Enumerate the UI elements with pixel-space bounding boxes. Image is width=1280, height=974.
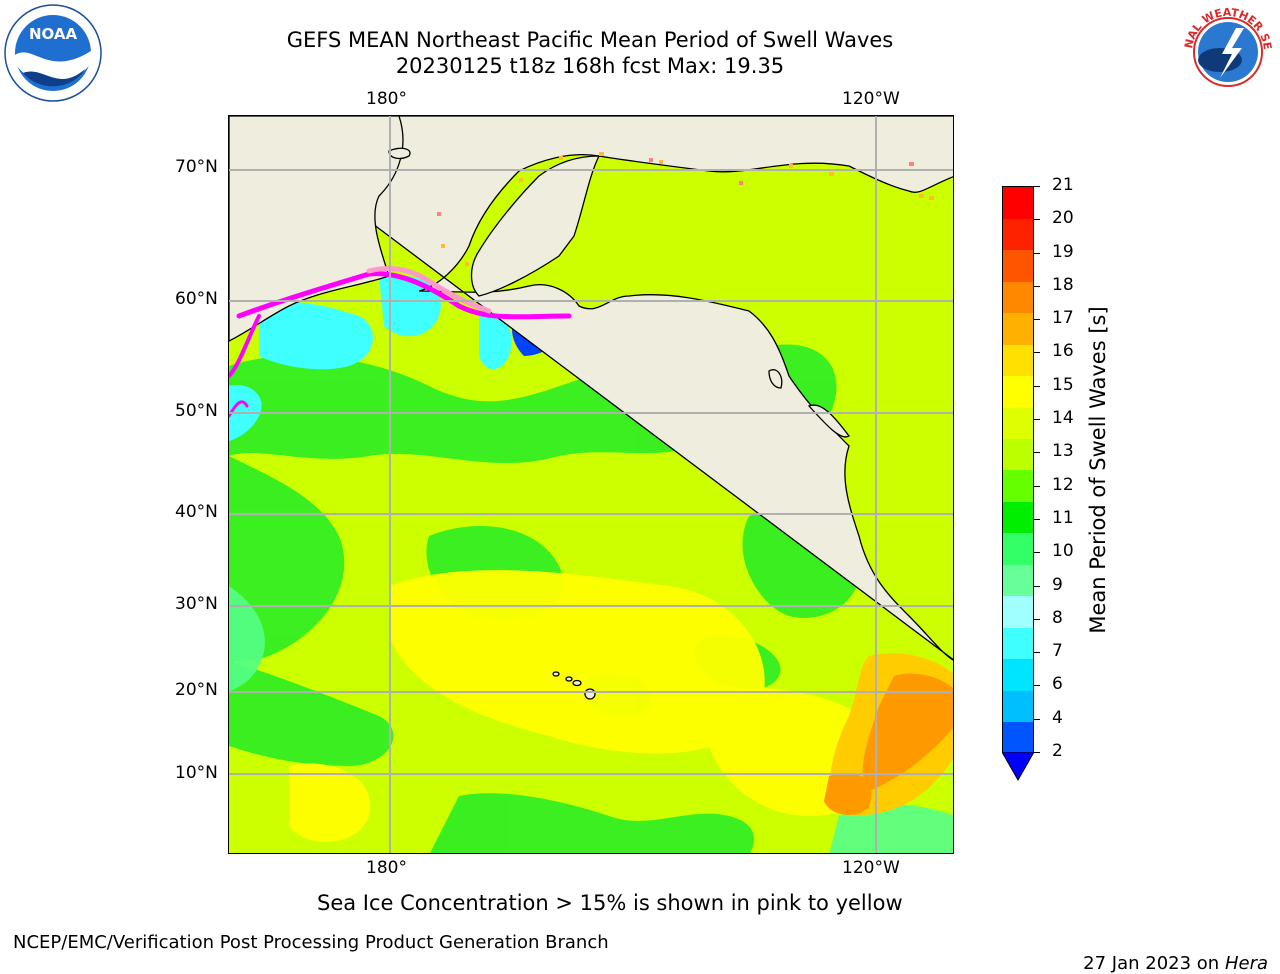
colorbar-tick-mark (1034, 518, 1040, 520)
colorbar-segment (1003, 501, 1033, 534)
sea-ice-pink-dots (437, 158, 914, 216)
colorbar-tick-mark (1034, 685, 1040, 687)
national-weather-service-logo: NATIONAL WEATHER SERVICE (1173, 0, 1278, 102)
lon-tick-top-120w: 120°W (842, 89, 900, 109)
colorbar-segment (1003, 721, 1033, 754)
colorbar-tick-mark (1034, 718, 1040, 720)
lon-tick-bottom-120w: 120°W (842, 858, 900, 878)
colorbar-tick-label: 19 (1052, 241, 1074, 262)
colorbar-tick-label: 11 (1052, 507, 1074, 528)
colorbar-tick-label: 9 (1052, 574, 1063, 595)
map-gridlines (229, 116, 953, 853)
lat-tick-50n: 50°N (175, 401, 218, 421)
colorbar-tick-label: 12 (1052, 474, 1074, 495)
lat-tick-40n: 40°N (175, 502, 218, 522)
lon-tick-bottom-180: 180° (366, 858, 407, 878)
sea-ice-dots (441, 152, 934, 266)
colorbar-tick-mark (1034, 319, 1040, 321)
chart-subtitle: 20230125 t18z 168h fcst Max: 19.35 (395, 54, 785, 78)
chart-title: GEFS MEAN Northeast Pacific Mean Period … (286, 28, 894, 52)
colorbar-segment (1003, 690, 1033, 723)
lat-tick-10n: 10°N (175, 763, 218, 783)
colorbar-tick-label: 15 (1052, 374, 1074, 395)
footer-date: 27 Jan 2023 on (1083, 953, 1225, 974)
field-light-green-patches (229, 586, 953, 853)
colorbar-tick-mark (1034, 618, 1040, 620)
colorbar-tick-label: 4 (1052, 707, 1063, 728)
colorbar-tick-mark (1034, 452, 1040, 454)
lon-tick-top-180: 180° (366, 89, 407, 109)
colorbar-tick-mark (1034, 285, 1040, 287)
colorbar-segment (1003, 438, 1033, 471)
footer-host: Hera (1224, 953, 1268, 974)
colorbar-tick-label: 18 (1052, 274, 1074, 295)
colorbar-tick-label: 21 (1052, 175, 1074, 195)
colorbar-segment (1003, 470, 1033, 502)
lat-tick-70n: 70°N (175, 157, 218, 177)
colorbar-tick-mark (1034, 352, 1040, 354)
colorbar-extend-min (1001, 751, 1035, 782)
colorbar-segment (1003, 344, 1033, 377)
colorbar-segment (1003, 375, 1033, 408)
colorbar-tick-label: 2 (1052, 741, 1063, 761)
colorbar-tick-mark (1034, 752, 1040, 753)
colorbar-segment (1003, 627, 1033, 660)
lat-tick-20n: 20°N (175, 680, 218, 700)
colorbar-tick-mark (1034, 385, 1040, 387)
svg-text:NOAA: NOAA (29, 25, 78, 43)
colorbar-tick-label: 13 (1052, 441, 1074, 462)
colorbar-segment (1003, 249, 1033, 282)
swell-period-map (228, 115, 954, 854)
colorbar-tick-mark (1034, 485, 1040, 487)
colorbar-segment (1003, 312, 1033, 345)
colorbar-segment (1003, 187, 1033, 219)
lat-tick-30n: 30°N (175, 594, 218, 614)
colorbar-tick-label: 10 (1052, 541, 1074, 562)
colorbar-segment (1003, 281, 1033, 314)
colorbar-tick-label: 8 (1052, 607, 1063, 628)
colorbar-tick-mark (1034, 652, 1040, 654)
lat-tick-60n: 60°N (175, 289, 218, 309)
colorbar-segment (1003, 407, 1033, 440)
colorbar-tick-mark (1034, 419, 1040, 421)
colorbar-tick-label: 14 (1052, 408, 1074, 429)
colorbar-segment (1003, 658, 1033, 691)
colorbar-segment (1003, 595, 1033, 628)
colorbar-title: Mean Period of Swell Waves [s] (1086, 306, 1110, 634)
colorbar-tick-mark (1034, 219, 1040, 221)
colorbar-tick-label: 17 (1052, 308, 1074, 329)
colorbar-tick-label: 7 (1052, 641, 1063, 662)
colorbar-tick-mark (1034, 552, 1040, 554)
colorbar-tick-label: 16 (1052, 341, 1074, 362)
colorbar-segment (1003, 564, 1033, 597)
footer-producer: NCEP/EMC/Verification Post Processing Pr… (13, 932, 609, 953)
colorbar-tick-mark (1034, 186, 1040, 187)
sea-ice-caption: Sea Ice Concentration > 15% is shown in … (317, 891, 903, 915)
colorbar (1002, 186, 1034, 754)
colorbar-segment (1003, 218, 1033, 251)
colorbar-tick-mark (1034, 252, 1040, 254)
noaa-logo: NOAA (3, 3, 103, 103)
colorbar-tick-label: 6 (1052, 674, 1063, 695)
colorbar-tick-mark (1034, 585, 1040, 587)
colorbar-tick-label: 20 (1052, 208, 1074, 229)
footer-date-host: 27 Jan 2023 on Hera (1072, 932, 1268, 974)
field-orange-patches (824, 653, 953, 816)
colorbar-segment (1003, 532, 1033, 565)
